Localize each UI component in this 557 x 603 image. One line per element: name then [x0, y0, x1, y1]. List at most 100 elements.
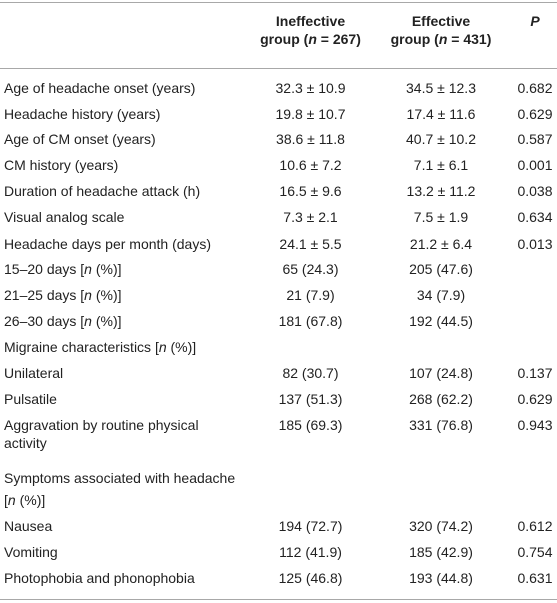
row-label: Headache history (years)	[4, 106, 161, 122]
cell-ineffective: 16.5 ± 9.6	[279, 183, 342, 199]
header-p-label: P	[530, 13, 540, 29]
label-n: n	[7, 492, 16, 508]
label-text: 15–20 days [	[4, 261, 85, 277]
cell-ineffective: 21 (7.9)	[286, 287, 335, 303]
cell-effective: 21.2 ± 6.4	[409, 236, 473, 252]
row-label: Photophobia and phonophobia	[4, 570, 195, 586]
cell-p: 0.587	[517, 131, 553, 147]
row-label: Aggravation by routine physical activity	[4, 416, 199, 452]
cell-p: 0.038	[517, 183, 553, 199]
cell-ineffective: 24.1 ± 5.5	[279, 236, 342, 252]
row-label: 26–30 days [n (%)]	[4, 312, 122, 330]
row-label: Vomiting	[4, 544, 58, 560]
cell-effective: 268 (62.2)	[409, 391, 473, 407]
cell-p: 0.001	[517, 157, 553, 173]
cell-effective: 34.5 ± 12.3	[406, 80, 476, 96]
label-text: (%)]	[91, 287, 122, 303]
cell-p: 0.943	[517, 417, 553, 433]
header-text: = 267)	[316, 31, 361, 47]
cell-ineffective: 125 (46.8)	[278, 570, 343, 586]
cell-p: 0.634	[517, 209, 553, 225]
cell-ineffective: 137 (51.3)	[278, 391, 343, 407]
label-text: Migraine characteristics [	[4, 339, 159, 355]
label-text: 21–25 days [	[4, 287, 85, 303]
row-label: 15–20 days [n (%)]	[4, 260, 122, 278]
cell-p: 0.013	[517, 236, 553, 252]
label-n: n	[84, 313, 92, 329]
label-text: [	[4, 492, 8, 508]
header-rule	[0, 68, 557, 69]
cell-ineffective: 82 (30.7)	[282, 365, 339, 381]
cell-ineffective: 38.6 ± 11.8	[276, 131, 345, 147]
header-text: group (	[260, 31, 309, 47]
label-line1: Symptoms associated with headache	[4, 470, 236, 486]
cell-p: 0.629	[517, 391, 553, 407]
cell-effective: 7.5 ± 1.9	[413, 209, 469, 225]
header-effective-line1: Effective	[411, 13, 471, 29]
label-text: (%)]	[166, 339, 197, 355]
row-label: Visual analog scale	[4, 209, 125, 225]
label-text: (%)]	[15, 492, 46, 508]
row-label: Symptoms associated with headache [n (%)…	[4, 469, 235, 509]
cell-effective: 13.2 ± 11.2	[406, 183, 476, 199]
cell-effective: 17.4 ± 11.6	[406, 106, 476, 122]
cell-effective: 320 (74.2)	[409, 518, 473, 534]
label-line1: Aggravation by routine physical	[4, 417, 199, 433]
cell-ineffective: 10.6 ± 7.2	[279, 157, 342, 173]
header-ineffective-line1: Ineffective	[275, 13, 346, 29]
row-label: Age of CM onset (years)	[4, 131, 156, 147]
header-effective-line2: group (n = 431)	[378, 30, 504, 48]
header-ineffective: Ineffective group (n = 267)	[252, 12, 369, 48]
row-label: Headache days per month (days)	[4, 236, 211, 252]
cell-effective: 192 (44.5)	[409, 313, 473, 329]
row-label: Migraine characteristics [n (%)]	[4, 338, 196, 356]
row-label: CM history (years)	[4, 157, 119, 173]
table-top-rule	[0, 2, 557, 3]
label-line2: activity	[4, 435, 47, 451]
label-n: n	[84, 287, 92, 303]
cell-ineffective: 32.3 ± 10.9	[275, 80, 346, 96]
row-label: Nausea	[4, 518, 53, 534]
label-text: (%)]	[91, 313, 122, 329]
cell-ineffective: 112 (41.9)	[279, 544, 342, 560]
cell-ineffective: 65 (24.3)	[282, 261, 339, 277]
label-line2: [n (%)]	[4, 491, 235, 509]
header-ineffective-line2: group (n = 267)	[252, 30, 369, 48]
cell-p: 0.682	[517, 80, 553, 96]
cell-ineffective: 7.3 ± 2.1	[283, 209, 338, 225]
label-text: 26–30 days [	[4, 313, 85, 329]
header-text: = 431)	[447, 31, 492, 47]
row-label: Pulsatile	[4, 391, 57, 407]
header-n: n	[438, 31, 448, 47]
cell-ineffective: 185 (69.3)	[278, 417, 343, 433]
row-label: Unilateral	[4, 365, 64, 381]
header-p: P	[513, 12, 557, 30]
label-text: (%)]	[91, 261, 122, 277]
cell-effective: 40.7 ± 10.2	[406, 131, 476, 147]
header-text: group (	[390, 31, 439, 47]
cell-effective: 34 (7.9)	[416, 287, 466, 303]
cell-ineffective: 19.8 ± 10.7	[275, 106, 346, 122]
cell-effective: 205 (47.6)	[409, 261, 473, 277]
cell-p: 0.629	[517, 106, 553, 122]
cell-effective: 107 (24.8)	[409, 365, 473, 381]
cell-p: 0.754	[517, 544, 553, 560]
row-label: 21–25 days [n (%)]	[4, 286, 122, 304]
cell-p: 0.631	[517, 570, 553, 586]
cell-p: 0.612	[517, 518, 553, 534]
header-n: n	[308, 31, 317, 47]
cell-effective: 7.1 ± 6.1	[413, 157, 469, 173]
cell-effective: 185 (42.9)	[409, 544, 473, 560]
row-label: Duration of headache attack (h)	[4, 183, 201, 199]
cell-p: 0.137	[517, 365, 553, 381]
cell-ineffective: 194 (72.7)	[278, 518, 343, 534]
row-label: Age of headache onset (years)	[4, 80, 196, 96]
cell-effective: 193 (44.8)	[409, 570, 473, 586]
header-effective: Effective group (n = 431)	[378, 12, 504, 48]
label-n: n	[84, 261, 92, 277]
cell-effective: 331 (76.8)	[409, 417, 473, 433]
label-n: n	[158, 339, 167, 355]
cell-ineffective: 181 (67.8)	[278, 313, 343, 329]
table-bottom-rule	[0, 599, 557, 600]
